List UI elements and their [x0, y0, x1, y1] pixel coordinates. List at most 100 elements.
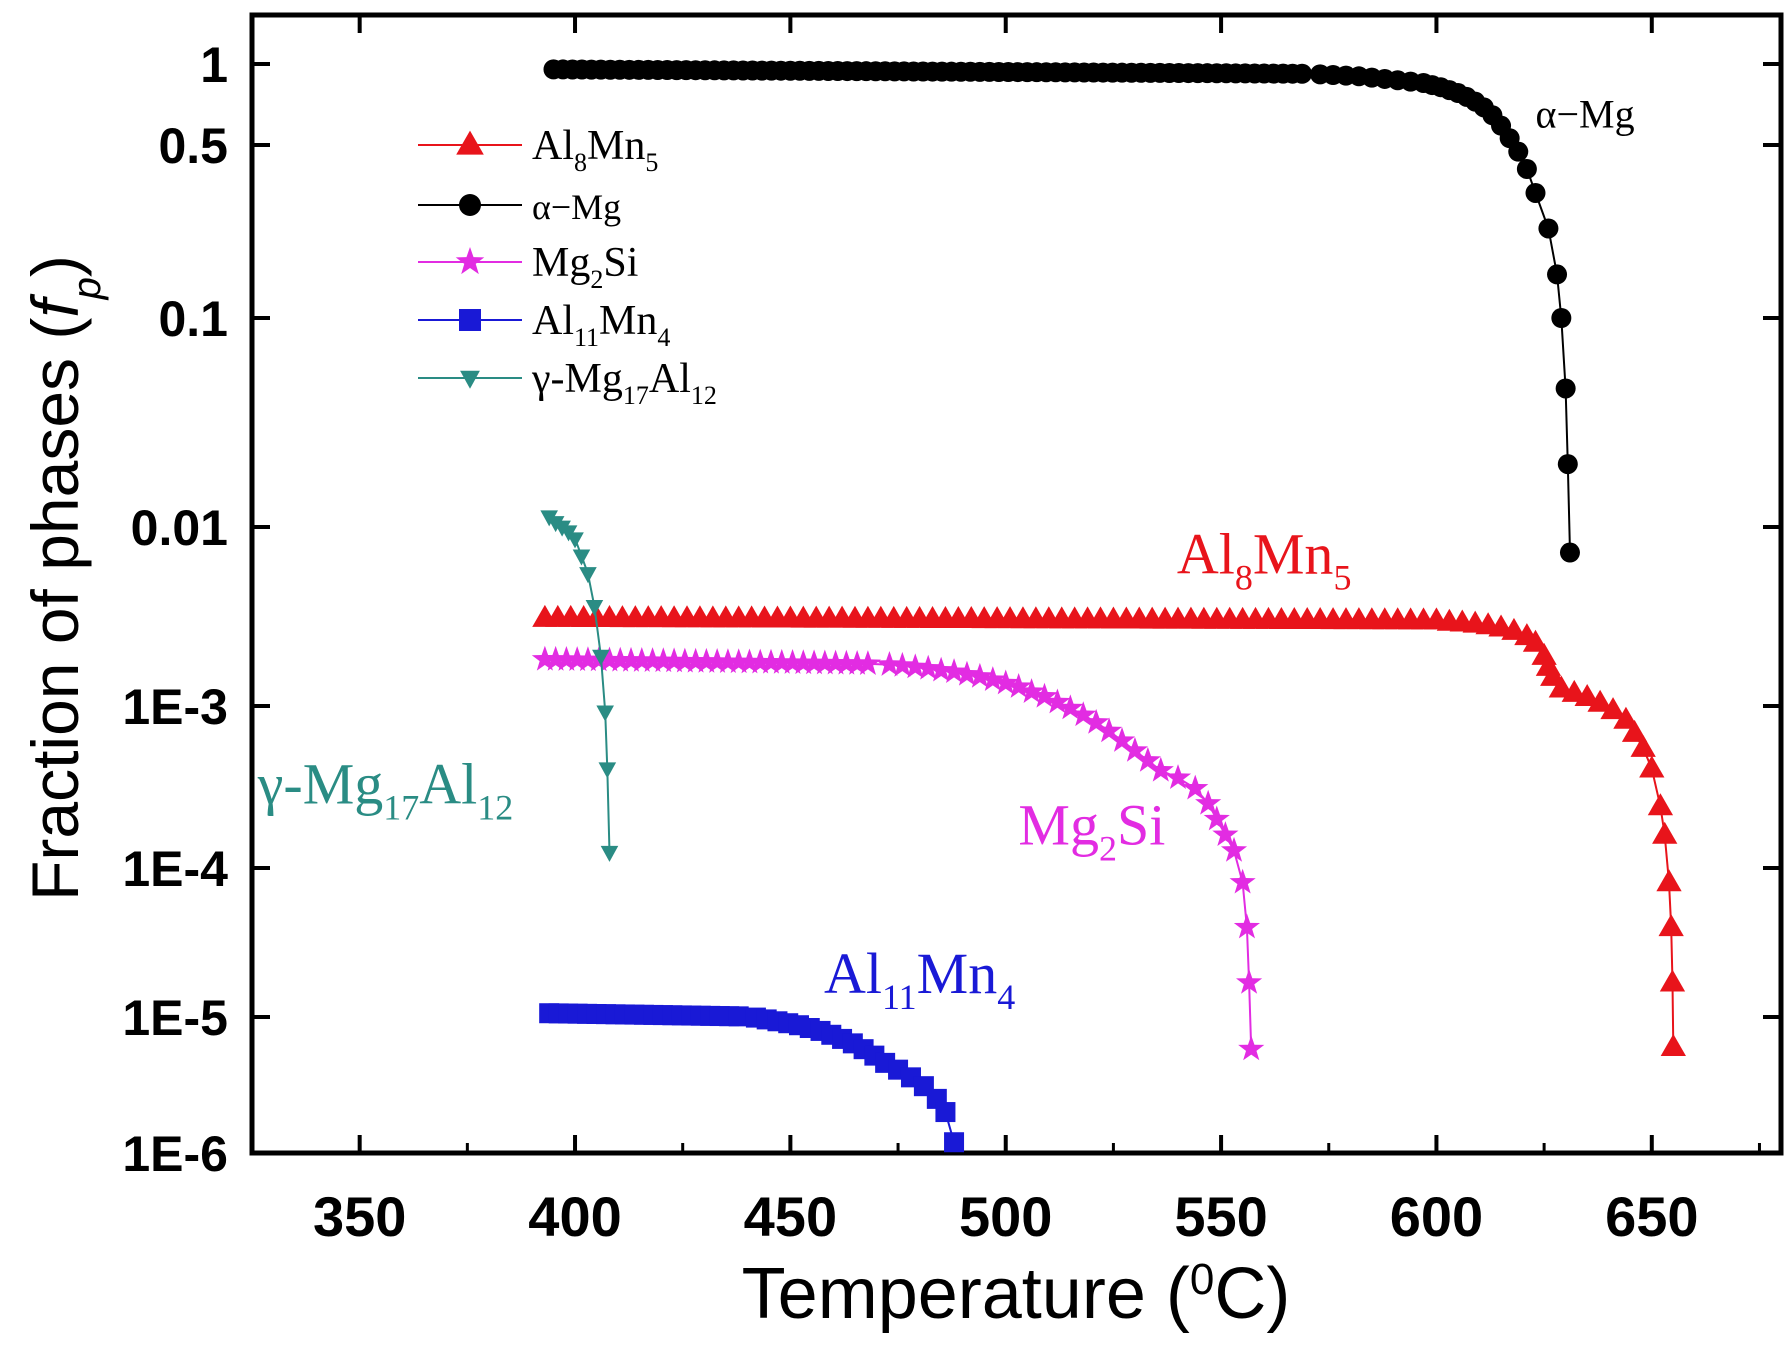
data-point — [564, 646, 591, 671]
data-point — [1656, 869, 1682, 892]
data-point — [1660, 1033, 1686, 1056]
data-point — [1044, 688, 1071, 714]
data-point — [979, 666, 1006, 691]
legend-item: Al8Mn5 — [418, 123, 658, 177]
data-point — [459, 194, 481, 216]
data-point — [1031, 682, 1058, 708]
data-point — [1555, 378, 1576, 399]
y-axis-title: Fraction of phases (fp) — [18, 255, 109, 901]
series-annotation: Al8Mn5 — [1177, 521, 1352, 597]
data-point — [1134, 746, 1161, 772]
data-point — [1195, 789, 1222, 815]
legend-label: γ-Mg17Al12 — [531, 356, 717, 410]
data-point — [935, 1102, 956, 1123]
data-point — [928, 656, 955, 682]
data-point — [682, 647, 709, 673]
data-point — [1600, 697, 1626, 720]
data-point — [1164, 764, 1192, 789]
data-point — [1525, 182, 1546, 203]
series-annotation: Al11Mn4 — [824, 941, 1015, 1017]
y-tick-label: 0.1 — [158, 291, 228, 347]
data-point — [768, 648, 795, 674]
data-point — [607, 646, 634, 672]
x-tick-label: 600 — [1390, 1185, 1483, 1248]
data-point — [572, 549, 591, 566]
data-point — [1508, 141, 1529, 162]
data-point — [553, 645, 580, 671]
data-point — [1551, 308, 1572, 328]
data-point — [944, 1132, 965, 1153]
data-point — [1652, 821, 1678, 844]
series-layer — [531, 59, 1686, 1153]
data-point — [1658, 914, 1684, 937]
data-point — [953, 660, 981, 686]
data-point — [1096, 717, 1123, 743]
data-point — [822, 649, 849, 675]
data-point — [596, 646, 623, 672]
plot-frame — [249, 12, 1784, 1156]
data-point — [992, 669, 1019, 695]
data-point — [1182, 774, 1209, 800]
series-annotations: α−Mg Al8Mn5 Mg2Si Al11Mn4 γ-Mg17Al12 — [257, 92, 1635, 1017]
x-axis-ticks: 350 400 450 500 550 600 650 — [250, 15, 1761, 1248]
data-point — [585, 600, 604, 617]
y-tick-label: 1E-4 — [122, 841, 228, 897]
x-tick-label: 650 — [1605, 1185, 1698, 1248]
legend-item: Mg2Si — [418, 240, 638, 294]
data-point — [844, 649, 871, 675]
data-point — [1574, 683, 1600, 706]
data-point — [704, 648, 731, 673]
data-point — [1522, 629, 1549, 652]
x-axis-title: Temperature (0C) — [742, 1254, 1291, 1334]
data-point — [833, 649, 860, 675]
data-point — [1557, 454, 1578, 475]
series-annotation: γ-Mg17Al12 — [257, 752, 514, 828]
data-point — [1647, 793, 1674, 816]
series-3 — [539, 1003, 965, 1153]
data-point — [1083, 708, 1110, 734]
legend-label: Mg2Si — [532, 240, 638, 294]
data-point — [736, 648, 763, 674]
data-point — [628, 646, 655, 672]
data-point — [1516, 158, 1537, 179]
y-tick-label: 0.01 — [131, 500, 228, 556]
data-point — [661, 647, 688, 673]
legend-label: α−Mg — [532, 187, 621, 227]
data-point — [854, 650, 881, 675]
data-point — [574, 646, 602, 672]
x-tick-label: 500 — [959, 1185, 1052, 1248]
data-point — [596, 705, 614, 722]
data-point — [542, 645, 569, 671]
series-line — [548, 515, 611, 853]
data-point — [1630, 734, 1656, 757]
legend-item: γ-Mg17Al12 — [418, 356, 717, 410]
data-point — [1233, 913, 1260, 939]
data-point — [728, 1006, 749, 1027]
data-point — [579, 567, 597, 584]
data-point — [966, 662, 993, 688]
series-annotation: α−Mg — [1535, 92, 1634, 137]
data-point — [459, 309, 481, 331]
data-point — [1547, 264, 1568, 285]
data-point — [650, 647, 677, 673]
data-point — [940, 658, 968, 684]
data-point — [531, 645, 558, 671]
data-point — [1018, 678, 1045, 703]
data-point — [1108, 727, 1136, 752]
data-point — [1613, 706, 1639, 729]
data-point — [902, 653, 929, 679]
data-point — [617, 646, 645, 672]
data-point — [1005, 673, 1032, 698]
data-point — [1220, 836, 1248, 862]
data-point — [876, 651, 903, 676]
data-point — [1659, 969, 1686, 992]
data-point — [1501, 617, 1527, 640]
data-point — [1587, 689, 1613, 712]
data-point — [747, 648, 774, 674]
y-tick-label: 1E-3 — [122, 679, 228, 735]
data-point — [1538, 218, 1559, 239]
data-point — [1621, 719, 1648, 742]
data-point — [1070, 701, 1097, 727]
